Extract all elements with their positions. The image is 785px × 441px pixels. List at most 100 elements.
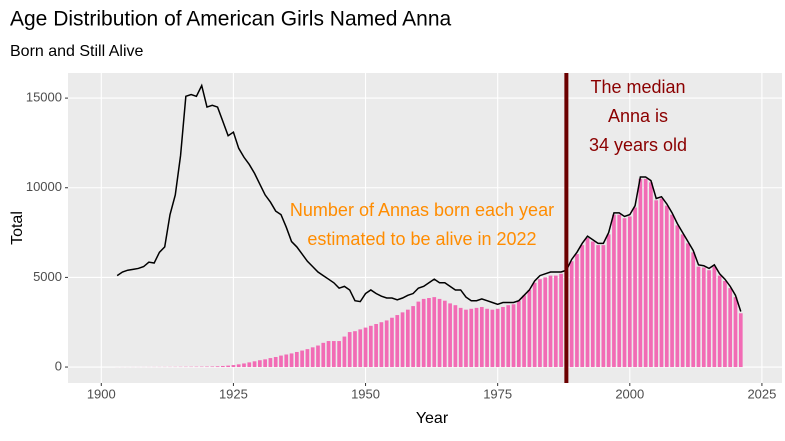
bar [691,252,696,368]
bar [490,309,495,368]
bar [538,279,542,368]
bar [723,280,727,368]
bar [627,216,632,368]
bar [210,366,215,368]
bar [337,341,341,368]
x-tick-label: 1975 [483,386,512,401]
bar [612,214,616,368]
bar [215,366,220,368]
bar [400,312,405,368]
bar [575,254,579,368]
bar [427,298,431,368]
bar [532,282,537,368]
annotation: 34 years old [589,135,687,155]
x-tick-label: 1925 [219,386,248,401]
y-axis-label: Total [9,211,26,245]
bar [257,360,262,368]
bar [585,237,590,368]
bar [458,307,463,368]
x-tick-label: 1950 [351,386,380,401]
x-tick-label: 2000 [615,386,644,401]
bar [728,288,733,368]
bar [442,300,447,368]
y-tick-label: 0 [55,358,62,373]
bar [596,245,600,368]
bar [453,305,458,368]
bar [231,365,236,368]
bar [236,364,241,368]
bar [506,305,511,368]
line [116,83,742,312]
bar [405,309,410,368]
bar [559,273,563,368]
y-tick-label: 10000 [26,179,62,194]
bar [543,277,548,368]
chart-title: Age Distribution of American Girls Named… [10,8,452,31]
x-tick-label: 1900 [87,386,116,401]
bar [527,289,532,368]
bar [696,266,701,368]
chart-subtitle: Born and Still Alive [10,43,144,60]
bar [680,234,685,368]
bar [379,322,384,368]
bar [580,245,585,368]
bar [384,320,389,368]
bar [464,309,468,368]
bar [289,353,294,368]
bar [670,214,674,368]
bar [485,308,489,368]
bar [664,205,669,368]
bar [353,331,357,368]
bar [411,306,415,368]
bar [326,341,331,368]
bar [617,214,622,368]
annotation: estimated to be alive in 2022 [307,229,536,249]
bar [284,354,289,368]
bar [374,324,378,368]
bar [432,297,437,368]
bar [273,357,278,368]
bar [252,361,257,368]
y-tick-label: 5000 [33,269,62,284]
bar [495,308,500,368]
x-axis-label: Year [416,410,449,427]
bar [501,306,505,368]
bar [474,307,479,368]
bar [522,295,526,368]
bar [226,365,230,368]
bar [511,304,516,368]
bar [649,182,653,368]
bar [643,178,648,368]
bar [300,350,304,368]
bar [358,329,363,368]
bar [294,351,299,368]
bar [638,178,643,368]
bar [569,261,574,368]
bar [553,275,558,368]
bar [321,342,326,368]
bar [654,200,659,368]
bar [247,362,252,368]
bar [390,317,394,368]
bar [279,355,283,368]
bar [363,327,368,368]
bar [242,363,246,368]
bar [733,297,738,368]
bar [416,301,421,368]
bar [516,300,521,368]
bar [316,345,320,368]
annotation: Anna is [608,106,668,126]
bar [331,341,336,368]
bar [622,218,627,368]
y-tick-label: 15000 [26,90,62,105]
bar [268,358,273,368]
bar [701,267,706,368]
annotation: The median [590,77,685,97]
bar [659,198,664,368]
bar [738,313,743,368]
bar [437,298,442,368]
bar [263,359,267,368]
bar [347,332,352,368]
